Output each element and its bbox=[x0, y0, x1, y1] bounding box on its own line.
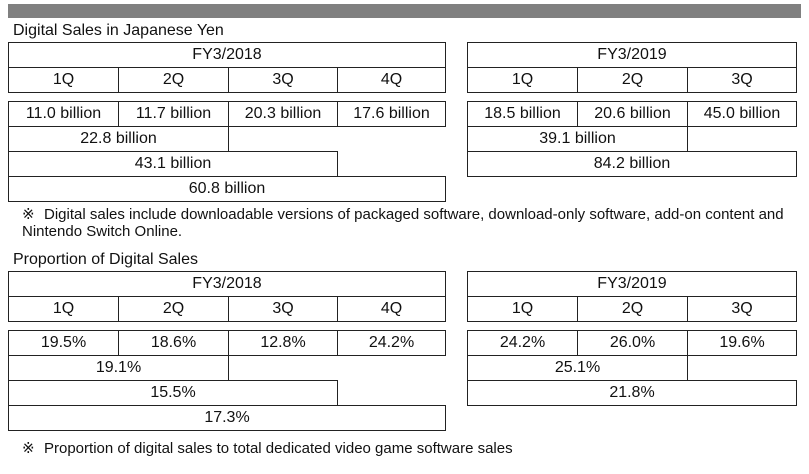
fy2019-quarter-1q: 1Q bbox=[467, 67, 578, 93]
fy2018-proportion-3q: 12.8% bbox=[228, 330, 338, 356]
fy2019-sales-1q: 18.5 billion bbox=[467, 101, 578, 127]
fy2018-sales-1q: 11.0 billion bbox=[8, 101, 119, 127]
fy2019-sales-nine-months: 84.2 billion bbox=[467, 151, 797, 177]
fy2018-proportion-nine-months: 15.5% bbox=[8, 380, 338, 406]
note-mark-icon: ※ bbox=[22, 206, 35, 223]
sales-footnote: ※ Digital sales include downloadable vers… bbox=[22, 206, 802, 240]
fy2018-proportion-1q: 19.5% bbox=[8, 330, 119, 356]
fy2018-quarter-2q: 2Q bbox=[118, 67, 229, 93]
fy2019-proportion-nine-months: 21.8% bbox=[467, 380, 797, 406]
fy2018-proportion-quarter-1q: 1Q bbox=[8, 296, 119, 322]
fy2018-proportion-quarter-3q: 3Q bbox=[228, 296, 338, 322]
sales-footnote-text: Digital sales include downloadable versi… bbox=[22, 206, 784, 240]
proportion-footnote: ※ Proportion of digital sales to total de… bbox=[22, 440, 802, 457]
fy2018-header-proportion: FY3/2018 bbox=[8, 271, 446, 297]
fy2019-proportion-half: 25.1% bbox=[467, 355, 688, 381]
fy2019-quarter-2q: 2Q bbox=[577, 67, 688, 93]
fy2019-header: FY3/2019 bbox=[467, 42, 797, 68]
section-title-digital-sales: Digital Sales in Japanese Yen bbox=[13, 22, 224, 39]
fy2019-proportion-1q: 24.2% bbox=[467, 330, 578, 356]
fy2019-header-proportion: FY3/2019 bbox=[467, 271, 797, 297]
fy2019-proportion-3q: 19.6% bbox=[687, 330, 797, 356]
fy2019-proportion-quarter-2q: 2Q bbox=[577, 296, 688, 322]
fy2018-sales-nine-months: 43.1 billion bbox=[8, 151, 338, 177]
fy2018-proportion-quarter-4q: 4Q bbox=[337, 296, 446, 322]
fy2018-quarter-4q: 4Q bbox=[337, 67, 446, 93]
proportion-footnote-text: Proportion of digital sales to total ded… bbox=[44, 440, 513, 457]
fy2018-proportion-half: 19.1% bbox=[8, 355, 229, 381]
fy2019-quarter-3q: 3Q bbox=[687, 67, 797, 93]
fy2018-quarter-1q: 1Q bbox=[8, 67, 119, 93]
fy2018-proportion-full-year: 17.3% bbox=[8, 405, 446, 431]
fy2018-proportion-quarter-2q: 2Q bbox=[118, 296, 229, 322]
fy2018-proportion-4q: 24.2% bbox=[337, 330, 446, 356]
fy2018-sales-2q: 11.7 billion bbox=[118, 101, 229, 127]
fy2018-sales-full-year: 60.8 billion bbox=[8, 176, 446, 202]
fy2018-sales-3q: 20.3 billion bbox=[228, 101, 338, 127]
fy2018-header: FY3/2018 bbox=[8, 42, 446, 68]
fy2019-sales-half: 39.1 billion bbox=[467, 126, 688, 152]
fy2019-proportion-quarter-3q: 3Q bbox=[687, 296, 797, 322]
fy2019-sales-2q: 20.6 billion bbox=[577, 101, 688, 127]
fy2019-proportion-2q: 26.0% bbox=[577, 330, 688, 356]
section-title-proportion: Proportion of Digital Sales bbox=[13, 251, 198, 268]
top-banner-bar bbox=[8, 4, 801, 18]
fy2018-sales-4q: 17.6 billion bbox=[337, 101, 446, 127]
fy2018-proportion-2q: 18.6% bbox=[118, 330, 229, 356]
fy2018-sales-half: 22.8 billion bbox=[8, 126, 229, 152]
fy2018-quarter-3q: 3Q bbox=[228, 67, 338, 93]
fy2019-proportion-quarter-1q: 1Q bbox=[467, 296, 578, 322]
fy2019-sales-3q: 45.0 billion bbox=[687, 101, 797, 127]
note-mark-icon: ※ bbox=[22, 440, 35, 457]
